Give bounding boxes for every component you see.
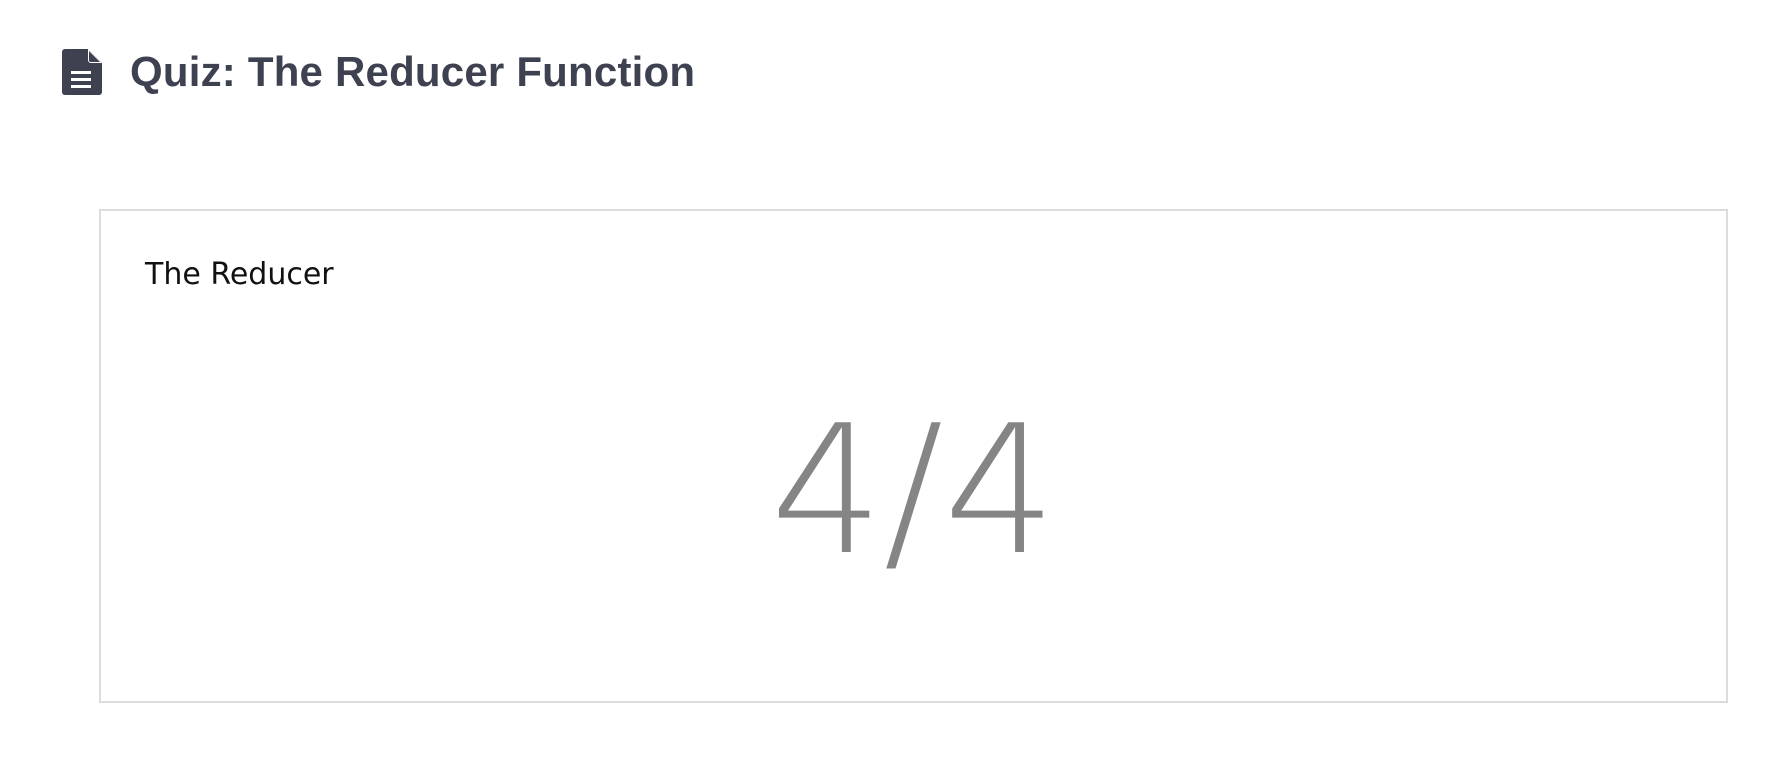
document-icon (62, 49, 102, 95)
quiz-result-card: The Reducer 4/4 (99, 209, 1728, 703)
quiz-score: 4/4 (770, 387, 1057, 594)
page-title: Quiz: The Reducer Function (130, 48, 696, 95)
page-header: Quiz: The Reducer Function (62, 42, 695, 102)
quiz-name-label: The Reducer (145, 257, 334, 292)
